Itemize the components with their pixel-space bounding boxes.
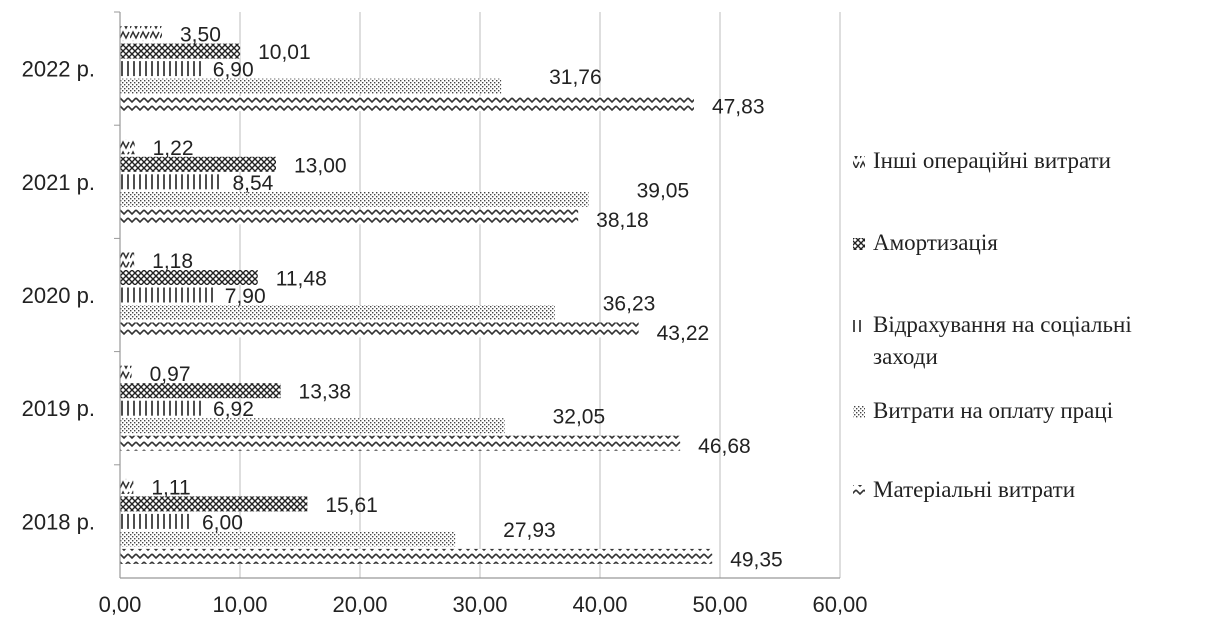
bar-dots <box>120 191 589 207</box>
data-label: 31,76 <box>549 66 602 89</box>
data-label: 6,90 <box>213 59 254 82</box>
data-label: 36,23 <box>603 293 656 316</box>
data-label: 8,54 <box>232 172 273 195</box>
y-category-label: 2021 р. <box>22 170 95 195</box>
bar-vlines <box>120 287 215 303</box>
data-label: 46,68 <box>698 435 751 458</box>
legend: Інші операційні витрати Амортизація Відрах… <box>853 148 1132 502</box>
data-label: 13,00 <box>294 154 347 177</box>
data-label: 10,01 <box>258 41 311 64</box>
data-label: 43,22 <box>657 322 710 345</box>
data-label: 1,18 <box>152 250 193 273</box>
data-label: 7,90 <box>225 285 266 308</box>
bar-dots <box>120 531 456 547</box>
bar-diagzigzag <box>120 478 134 494</box>
bar-dots <box>120 305 555 320</box>
legend-label: Інші операційні витрати <box>873 148 1111 173</box>
bar-diagzigzag <box>120 365 132 381</box>
data-label: 47,83 <box>712 96 765 119</box>
bar-crosshatch <box>120 156 276 172</box>
bar-vlines <box>120 513 192 529</box>
bar-zigzag <box>120 548 713 564</box>
data-label: 11,48 <box>276 268 327 291</box>
data-label: 3,50 <box>180 24 221 47</box>
bar-crosshatch <box>120 43 241 59</box>
legend-swatch <box>853 320 865 332</box>
bar-diagzigzag <box>120 139 135 155</box>
bar-zigzag <box>120 435 681 451</box>
y-category-label: 2022 р. <box>22 57 95 82</box>
data-label: 0,97 <box>150 363 191 386</box>
bar-crosshatch <box>120 383 281 399</box>
data-label: 6,00 <box>202 511 243 534</box>
x-tick-label: 10,00 <box>212 592 267 617</box>
x-tick-label: 50,00 <box>692 592 747 617</box>
data-label: 1,11 <box>151 476 190 499</box>
y-category-label: 2019 р. <box>22 396 95 421</box>
data-label: 15,61 <box>325 494 378 517</box>
x-tick-label: 60,00 <box>812 592 867 617</box>
bar-zigzag <box>120 209 579 225</box>
x-tick-label: 30,00 <box>452 592 507 617</box>
bar-vlines <box>120 400 204 416</box>
x-tick-label: 0,00 <box>99 592 142 617</box>
bar-dots <box>120 78 502 94</box>
data-label: 32,05 <box>553 406 606 429</box>
bar-vlines <box>120 174 223 190</box>
bar-crosshatch <box>120 270 258 285</box>
data-label: 49,35 <box>730 548 783 571</box>
legend-swatch <box>853 406 865 418</box>
data-label: 39,05 <box>637 179 690 202</box>
legend-label-continuation: заходи <box>873 344 938 369</box>
bar-zigzag <box>120 322 639 338</box>
legend-swatch <box>853 156 865 168</box>
legend-label: Амортизація <box>873 230 998 255</box>
legend-label: Відрахування на соціальні <box>873 312 1132 337</box>
legend-swatch <box>853 485 865 497</box>
bar-zigzag <box>120 96 694 112</box>
bar-crosshatch <box>120 496 308 512</box>
bar-vlines <box>120 61 203 77</box>
legend-swatch <box>853 238 865 250</box>
data-label: 27,93 <box>503 519 556 542</box>
bar-diagzigzag <box>120 26 162 42</box>
data-label: 1,22 <box>153 137 194 160</box>
bar-dots <box>120 418 505 434</box>
legend-label: Витрати на оплату праці <box>873 398 1113 423</box>
data-label: 38,18 <box>596 209 649 232</box>
data-labels: 49,35 27,93 6,00 15,61 1,11 46,68 32,05 6,92 13,… <box>150 24 783 572</box>
x-tick-label: 40,00 <box>572 592 627 617</box>
x-tick-label: 20,00 <box>332 592 387 617</box>
bar-diagzigzag <box>120 252 135 268</box>
axes: 0,00 10,00 20,00 30,00 40,00 50,00 60,00 2018 р… <box>22 11 868 617</box>
data-label: 6,92 <box>213 398 254 421</box>
y-category-label: 2020 р. <box>22 283 95 308</box>
data-label: 13,38 <box>299 381 352 404</box>
legend-label: Матеріальні витрати <box>873 477 1075 502</box>
bars-group <box>120 26 713 564</box>
y-category-label: 2018 р. <box>22 509 95 534</box>
